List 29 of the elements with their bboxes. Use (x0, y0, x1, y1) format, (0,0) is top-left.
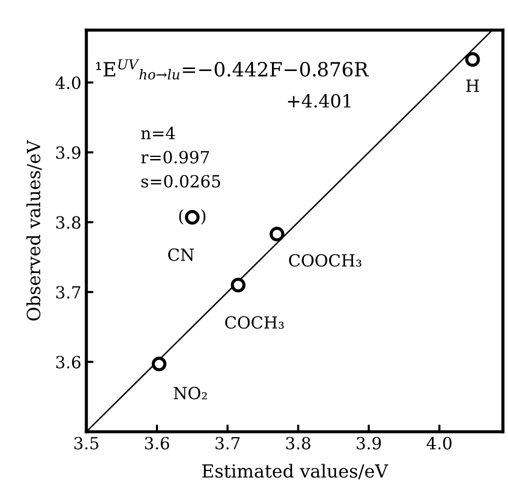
annotation: n=4 (141, 126, 175, 140)
point (184, 210, 200, 225)
y-tick-label: 3.6 (56, 356, 80, 368)
x-axis-title: Estimated values/eV (202, 464, 388, 480)
y-tick-label: 4.0 (56, 76, 80, 90)
point (230, 278, 246, 292)
annotation: s=0.0265 (141, 174, 220, 188)
x-tick-label: 3.9 (356, 436, 381, 450)
point (152, 356, 166, 372)
point (270, 226, 284, 242)
x-tick-label: 3.5 (74, 436, 98, 450)
annotation: r=0.997 (141, 150, 209, 164)
x-tick-label: 3.6 (144, 436, 170, 450)
y-tick-label: 3.9 (56, 146, 80, 159)
annotation: COCH₃ (225, 316, 284, 329)
annotation: ¹E$^{UV}$$_{ho→lu}$=−0.442F−0.876R (96, 59, 369, 80)
y-tick-label: 3.8 (56, 216, 80, 229)
annotation: ( ) (179, 209, 206, 224)
annotation: COOCH₃ (289, 254, 362, 267)
y-tick-label: 3.7 (56, 286, 80, 299)
point (465, 52, 480, 67)
x-tick-label: 3.8 (286, 436, 310, 450)
x-tick-label: 3.7 (216, 436, 240, 450)
annotation: CN (168, 248, 194, 262)
annotation: NO₂ (174, 386, 207, 400)
annotation: +4.401 (288, 94, 350, 108)
x-tick-label: 4.0 (426, 436, 452, 450)
y-axis-title: Observed values/eV (26, 140, 42, 321)
annotation: H (466, 80, 479, 92)
